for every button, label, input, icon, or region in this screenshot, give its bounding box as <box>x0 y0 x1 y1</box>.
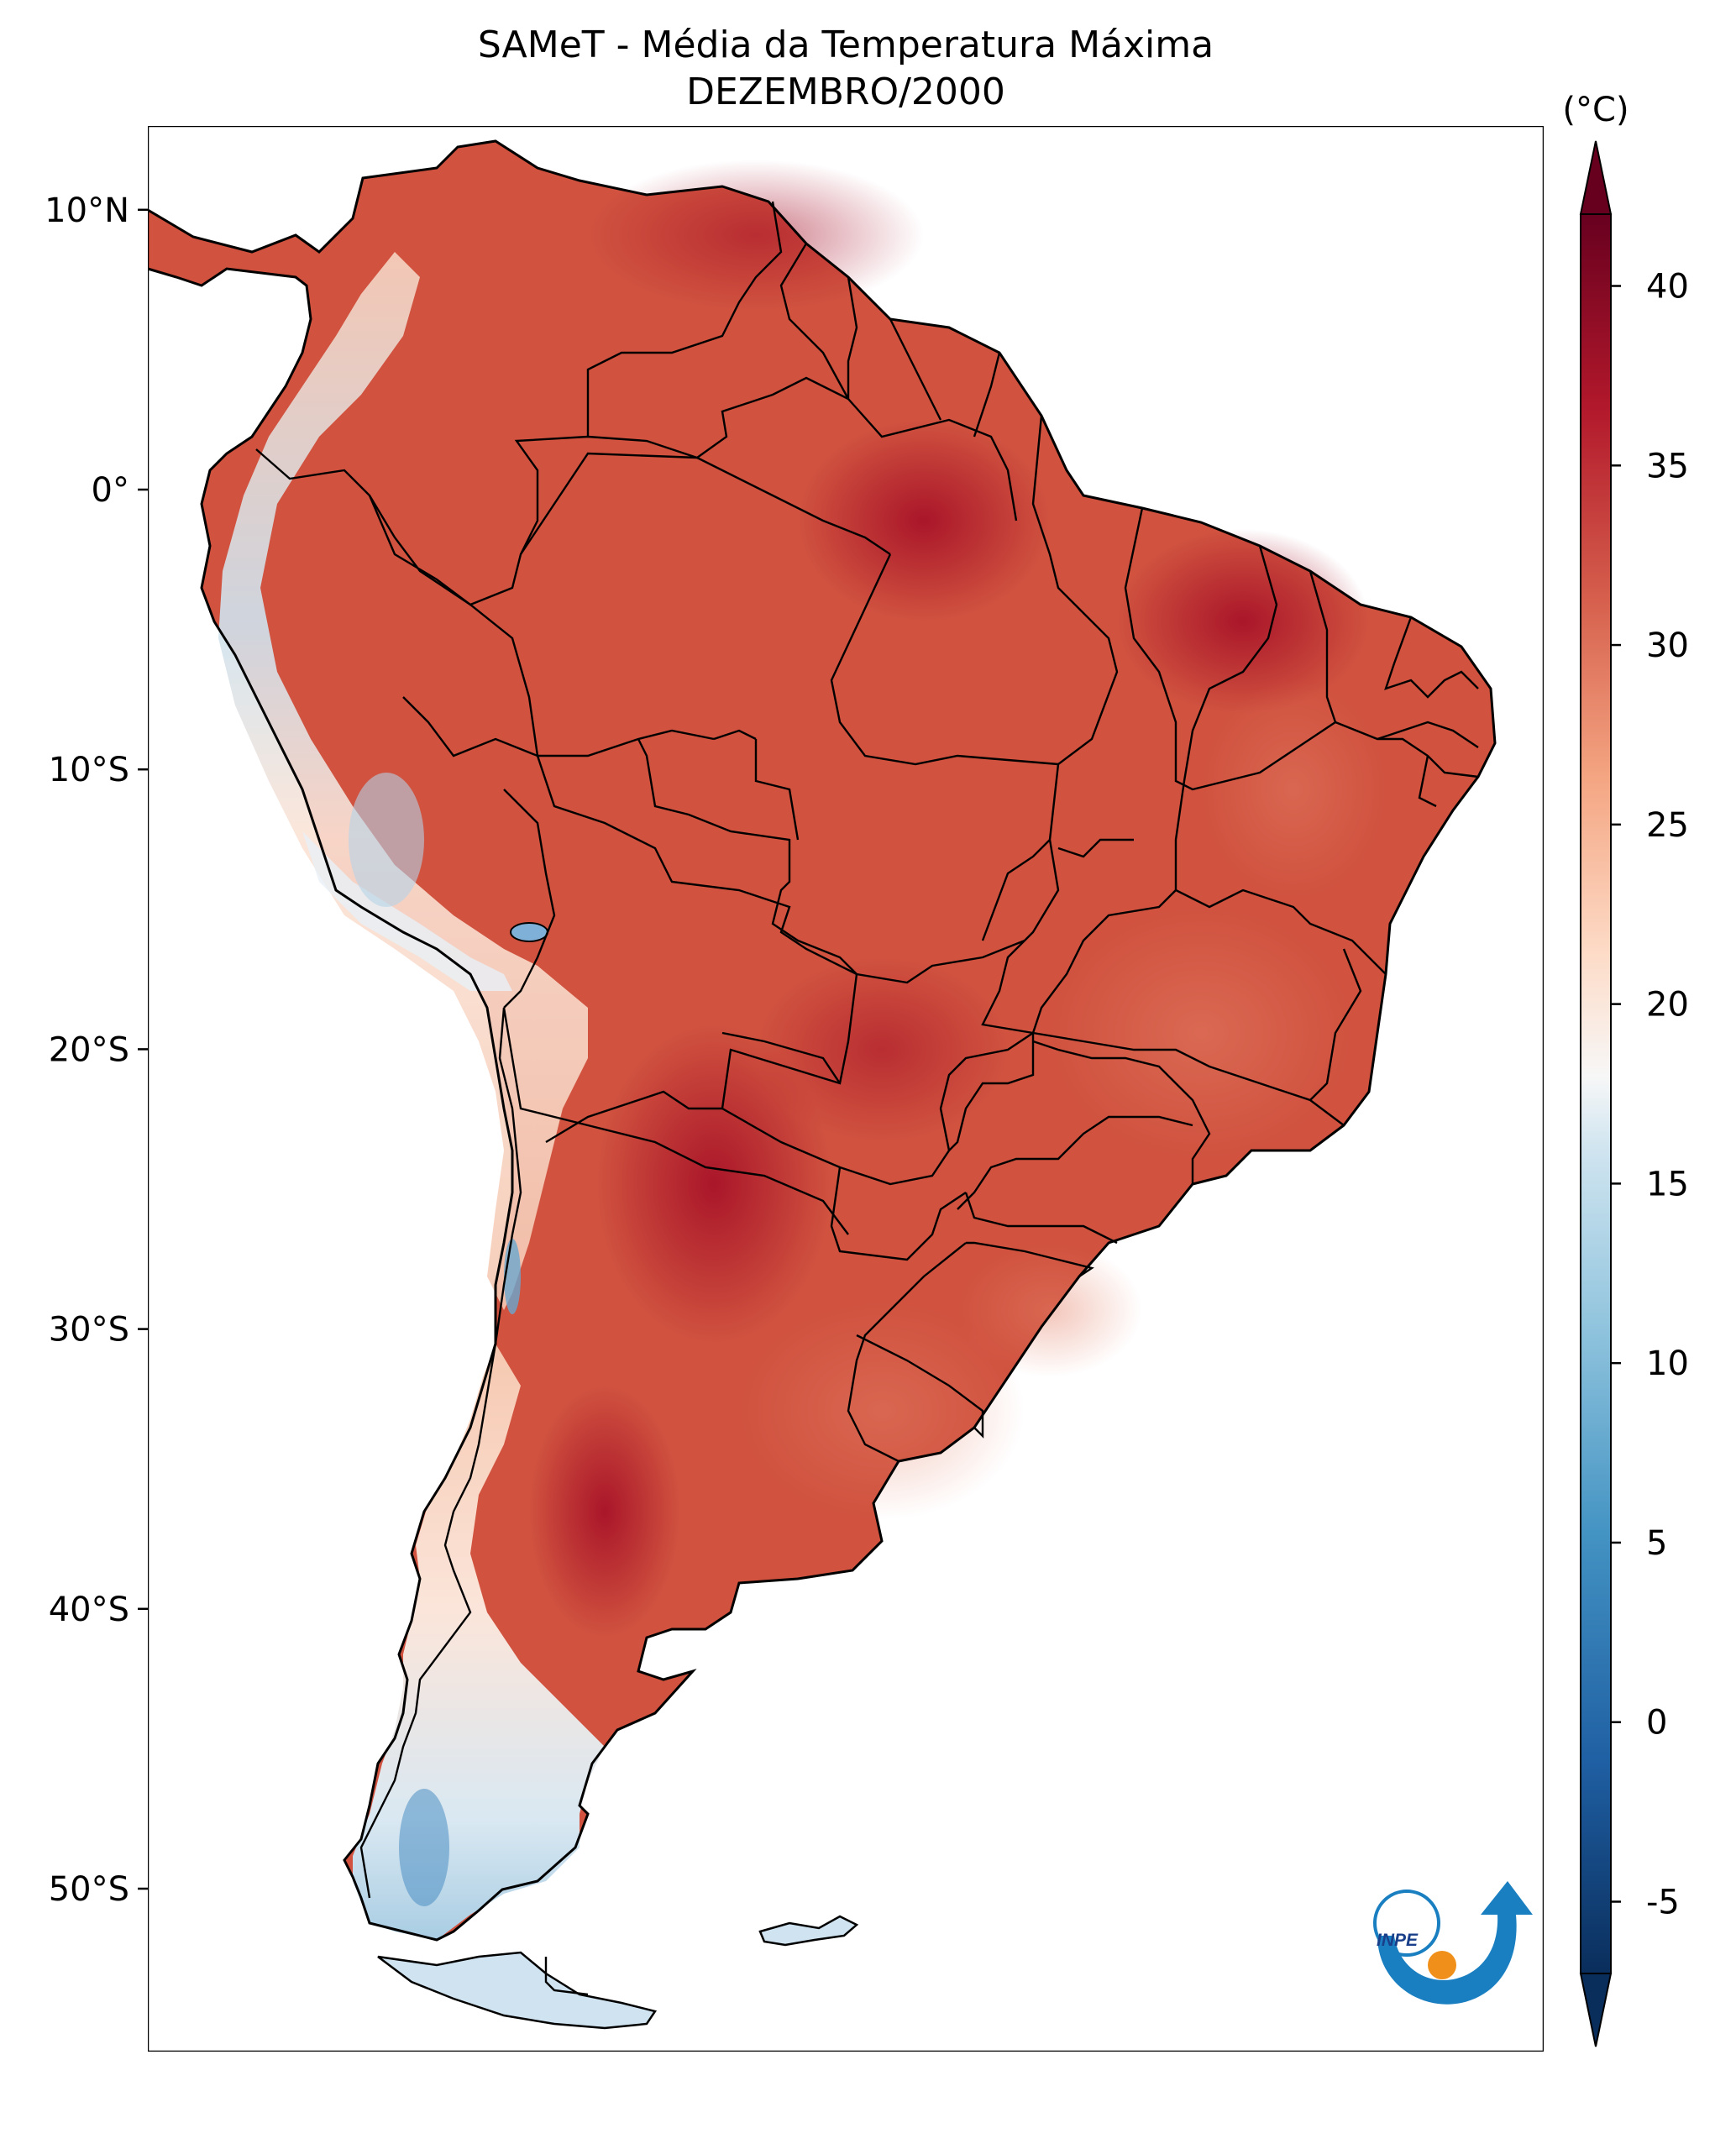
colorbar-tick-label: -5 <box>1646 1883 1680 1921</box>
colorbar-tick-label: 35 <box>1646 447 1689 485</box>
lat-tick-label: 20°S <box>49 1030 129 1069</box>
tierra-del-fuego <box>377 1951 658 2030</box>
logo-arrow-icon <box>1377 1881 1533 2005</box>
map-area: 2829303018332032323232323529303031313130… <box>148 126 1544 2052</box>
colorbar-tick-label: 15 <box>1646 1165 1689 1203</box>
map-subtitle: DEZEMBRO/2000 <box>686 71 1005 113</box>
colorbar-tick-label: 5 <box>1646 1524 1667 1563</box>
falkland-islands <box>758 1915 859 1947</box>
colorbar: (°C) 40 35 30 25 20 15 10 5 0 -5 <box>1562 91 1689 2047</box>
lat-tick-label: 30°S <box>49 1311 129 1350</box>
patagonia-cool-zone <box>353 1344 605 1940</box>
colorbar-tick-label: 30 <box>1646 626 1689 665</box>
map-title: SAMeT - Média da Temperatura Máxima <box>478 24 1214 66</box>
colorbar-tick-label: 0 <box>1646 1704 1667 1743</box>
colorbar-extend-max <box>1579 140 1613 215</box>
colorbar-tick-label: 10 <box>1646 1344 1689 1383</box>
lat-tick-label: 50°S <box>49 1870 129 1909</box>
lat-tick-label: 10°S <box>49 751 129 789</box>
colorbar-tick-label: 25 <box>1646 806 1689 845</box>
latitude-axis: 10°N 0° 10°S 20°S 30°S 40°S 50°S <box>45 191 148 1909</box>
colorbar-bar <box>1580 213 1612 1974</box>
political-borders <box>255 201 1479 1996</box>
andes-cool-zone <box>218 252 588 1310</box>
lat-tick-label: 0° <box>92 471 129 510</box>
colorbar-unit: (°C) <box>1562 91 1628 129</box>
colorbar-tick-label: 40 <box>1646 268 1689 307</box>
lat-tick-label: 10°N <box>45 191 129 230</box>
inpe-logo: INPE <box>1373 1881 1533 2005</box>
lat-tick-label: 40°S <box>49 1591 129 1629</box>
colorbar-tick-label: 20 <box>1646 986 1689 1025</box>
colorbar-extend-min <box>1579 1973 1613 2047</box>
logo-text: INPE <box>1377 1931 1419 1950</box>
logo-sun-icon <box>1428 1951 1456 1979</box>
